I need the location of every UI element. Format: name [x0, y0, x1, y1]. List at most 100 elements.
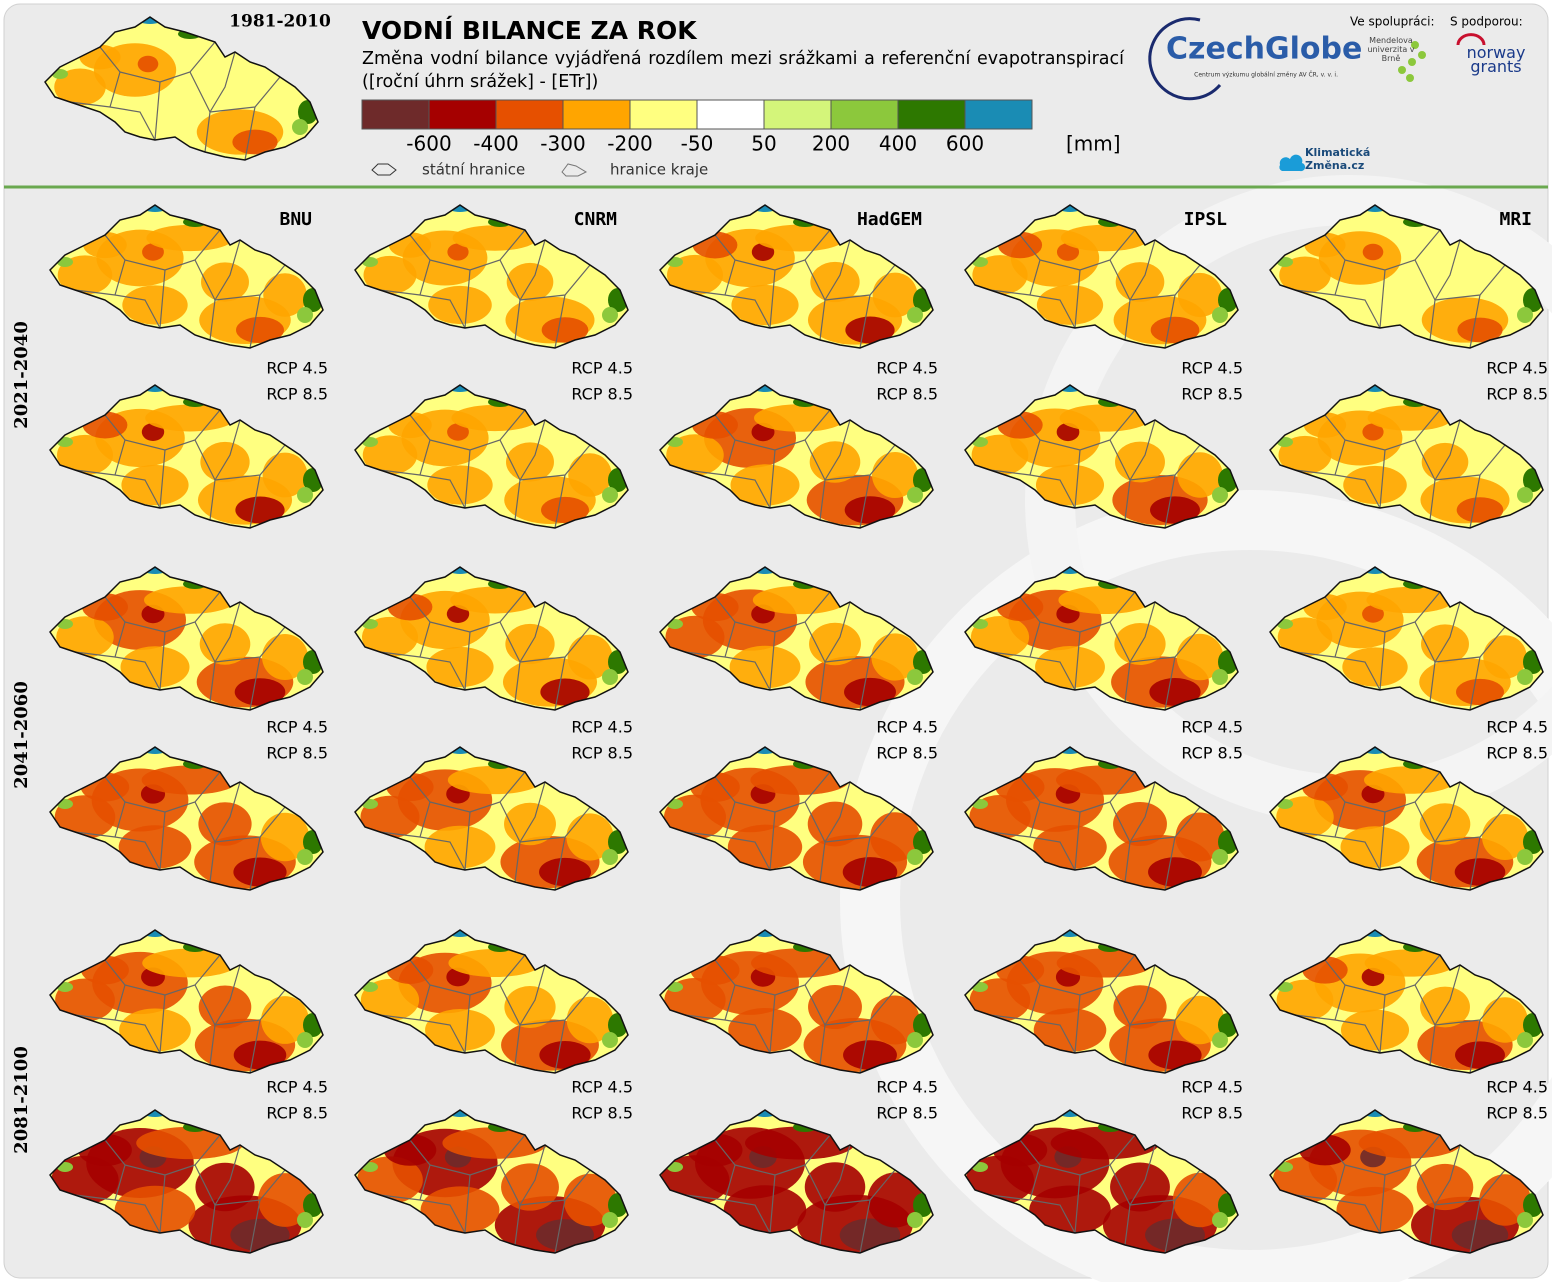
- map-area: [539, 1041, 591, 1069]
- map-area: [755, 224, 845, 252]
- map-area: [541, 496, 589, 524]
- map-area: [540, 678, 590, 706]
- map-area: [1451, 1219, 1509, 1251]
- norway-logo: [1456, 33, 1486, 46]
- map-area: [804, 1162, 866, 1212]
- map-area: [1421, 624, 1469, 664]
- map-area: [1482, 997, 1528, 1043]
- legend-tick-label: -600: [406, 132, 451, 156]
- map-area: [450, 586, 540, 614]
- map-area: [872, 452, 918, 498]
- state-border: [1269, 204, 1544, 349]
- region-border: [1379, 449, 1386, 509]
- region-border: [464, 811, 471, 871]
- website-icon: [1279, 154, 1306, 172]
- map-area: [539, 857, 591, 887]
- region-border: [379, 289, 466, 329]
- map-area: [1056, 243, 1080, 261]
- region-border: [1379, 631, 1386, 691]
- map-area: [907, 669, 923, 685]
- scenario-label: RCP 4.5: [1181, 718, 1243, 737]
- scenario-label: RCP 4.5: [1486, 718, 1548, 737]
- map-area: [424, 825, 496, 869]
- region-border: [1039, 229, 1136, 271]
- map-area: [1212, 669, 1228, 685]
- region-border: [1074, 269, 1081, 329]
- region-border: [1344, 771, 1441, 813]
- map-area: [451, 404, 539, 432]
- region-border: [519, 419, 546, 481]
- map-area: [234, 678, 286, 706]
- state-border: [44, 16, 319, 161]
- scenario-label: RCP 8.5: [1181, 744, 1243, 763]
- region-border: [429, 1134, 526, 1176]
- map-area: [602, 669, 618, 685]
- state-border: [659, 566, 934, 711]
- map-area: [1212, 1212, 1228, 1228]
- state-border: [49, 204, 324, 349]
- state-border: [1269, 929, 1544, 1074]
- region-border: [824, 781, 851, 843]
- period-label: 2081-2100: [11, 1046, 32, 1154]
- map-area: [452, 225, 538, 251]
- region-border: [519, 601, 546, 663]
- region-border: [824, 1144, 851, 1206]
- region-border: [769, 994, 776, 1054]
- map-area: [1483, 635, 1527, 679]
- map-area: [567, 634, 613, 680]
- support-partner: norway grants: [1466, 43, 1526, 76]
- region-border: [1469, 1019, 1481, 1074]
- region-border: [1294, 831, 1381, 871]
- map-area: [501, 1163, 559, 1211]
- region-border: [1129, 239, 1156, 301]
- state-border-icon: [371, 163, 397, 176]
- map-area: [1364, 949, 1456, 977]
- map-area: [426, 646, 494, 688]
- map-area: [506, 442, 554, 482]
- region-border: [989, 1014, 1076, 1054]
- map-area: [1212, 849, 1228, 865]
- map-area: [1362, 243, 1384, 261]
- region-border: [989, 289, 1076, 329]
- state-border: [49, 1109, 324, 1254]
- map-area: [297, 1032, 313, 1048]
- region-border: [74, 651, 161, 691]
- region-border: [379, 1194, 466, 1234]
- region-border: [74, 289, 161, 329]
- region-border: [554, 1199, 566, 1254]
- region-border: [249, 1199, 261, 1254]
- model-label: IPSL: [1184, 209, 1228, 230]
- state-border: [659, 204, 934, 349]
- region-border: [1379, 269, 1386, 329]
- legend-swatch: [495, 99, 564, 130]
- map-area: [263, 273, 307, 317]
- legend-swatch: [763, 99, 832, 130]
- map-area: [236, 316, 284, 344]
- region-border: [124, 1134, 221, 1176]
- region-border: [464, 269, 471, 329]
- region-border: [1434, 419, 1461, 481]
- legend-tick-label: -400: [473, 132, 518, 156]
- scenario-label: RCP 8.5: [571, 1104, 633, 1123]
- decor-circle: [840, 490, 1552, 1282]
- map-area: [114, 1185, 196, 1235]
- model-label: CNRM: [574, 209, 618, 230]
- map-area: [1212, 487, 1228, 503]
- region-border: [74, 831, 161, 871]
- region-border: [734, 954, 831, 996]
- legend-swatch: [428, 99, 497, 130]
- map-area: [566, 996, 614, 1044]
- region-border: [824, 239, 851, 301]
- region-border: [159, 994, 166, 1054]
- map-area: [262, 452, 308, 498]
- map-area: [1517, 307, 1533, 323]
- state-border: [1269, 1109, 1544, 1254]
- map-area: [563, 1173, 617, 1227]
- website: Klimatická Změna.cz: [1305, 146, 1371, 172]
- region-border: [74, 469, 161, 509]
- state-border: [964, 384, 1239, 529]
- region-border: [769, 269, 776, 329]
- region-border: [554, 1019, 566, 1074]
- map-area: [146, 224, 234, 252]
- scenario-label: RCP 8.5: [1181, 1104, 1243, 1123]
